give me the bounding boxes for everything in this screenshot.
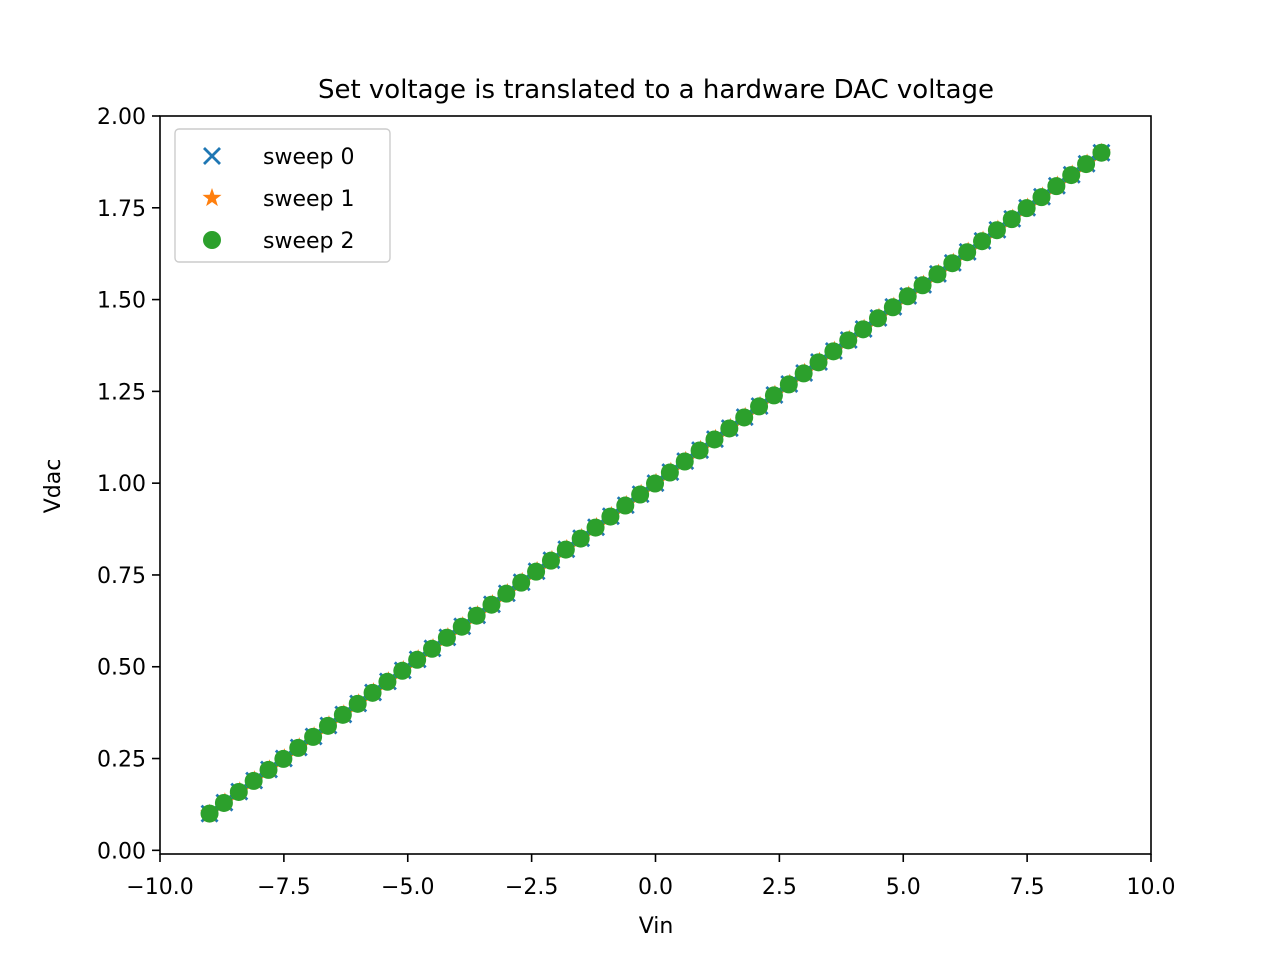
data-point [437, 628, 456, 647]
data-point [1017, 199, 1036, 218]
data-point [883, 298, 902, 317]
data-point [928, 265, 947, 284]
x-tick-label: −2.5 [505, 875, 558, 900]
data-point [854, 320, 873, 339]
x-tick-label: 7.5 [1010, 875, 1045, 900]
legend-box [174, 128, 391, 263]
y-tick-label: 2.00 [97, 105, 146, 130]
data-point [646, 474, 665, 493]
legend: sweep 0 sweep 1 sweep 2 [174, 128, 391, 263]
legend-item: sweep 2 [203, 229, 354, 254]
data-point [214, 793, 233, 812]
legend-label: sweep 2 [263, 229, 354, 254]
data-point [824, 342, 843, 361]
data-point [868, 309, 887, 328]
data-point [764, 386, 783, 405]
data-point [987, 221, 1006, 240]
x-tick-label: 10.0 [1127, 875, 1176, 900]
data-point [304, 727, 323, 746]
data-point [363, 683, 382, 702]
data-point [1062, 166, 1081, 185]
x-tick-label: −7.5 [257, 875, 310, 900]
data-point [378, 672, 397, 691]
x-tick-label: 5.0 [886, 875, 921, 900]
data-point [913, 276, 932, 295]
data-point [809, 353, 828, 372]
y-tick-label: 1.00 [97, 472, 146, 497]
data-point [958, 243, 977, 262]
data-point [779, 375, 798, 394]
data-point [452, 617, 471, 636]
y-tick-label: 0.00 [97, 839, 146, 864]
data-point [705, 430, 724, 449]
data-point [616, 496, 635, 515]
data-point [289, 738, 308, 757]
y-tick-label: 1.50 [97, 289, 146, 314]
data-point [467, 606, 486, 625]
data-point [512, 573, 531, 592]
y-tick-label: 0.50 [97, 656, 146, 681]
data-point [244, 771, 263, 790]
y-tick-label: 1.25 [97, 380, 146, 405]
data-point [1092, 143, 1111, 162]
data-point [259, 760, 278, 779]
y-tick-label: 0.75 [97, 564, 146, 589]
plot-area [200, 142, 1111, 823]
data-point [839, 331, 858, 350]
data-point [1032, 188, 1051, 207]
data-point [631, 485, 650, 504]
data-point [527, 562, 546, 581]
legend-label: sweep 1 [263, 187, 354, 212]
data-point [601, 507, 620, 526]
data-point [660, 463, 679, 482]
legend-marker [203, 231, 221, 249]
data-point [482, 595, 501, 614]
data-point [541, 551, 560, 570]
legend-item: sweep 0 [203, 145, 354, 170]
data-point [675, 452, 694, 471]
data-point [556, 540, 575, 559]
series-sweep-2 [200, 143, 1111, 823]
data-point [794, 364, 813, 383]
data-point [423, 639, 442, 658]
data-point [333, 705, 352, 724]
data-point [943, 254, 962, 273]
data-point [735, 408, 754, 427]
data-point [274, 749, 293, 768]
data-point [318, 716, 337, 735]
data-point [200, 804, 219, 823]
data-point [586, 518, 605, 537]
x-tick-label: −10.0 [126, 875, 193, 900]
x-axis: −10.0 −7.5 −5.0 −2.5 0.0 2.5 5.0 7.5 10.0 [126, 854, 1175, 900]
chart-title: Set voltage is translated to a hardware … [318, 75, 994, 105]
x-tick-label: −5.0 [381, 875, 434, 900]
data-point [690, 441, 709, 460]
x-tick-label: 2.5 [762, 875, 797, 900]
data-point [348, 694, 367, 713]
data-point [973, 232, 992, 251]
data-point [898, 287, 917, 306]
y-tick-label: 1.75 [97, 197, 146, 222]
x-tick-label: 0.0 [638, 875, 673, 900]
legend-label: sweep 0 [263, 145, 354, 170]
data-point [571, 529, 590, 548]
y-tick-label: 0.25 [97, 748, 146, 773]
data-point [408, 650, 427, 669]
x-axis-label: Vin [639, 914, 674, 939]
legend-marker [203, 147, 221, 165]
y-axis-label: Vdac [41, 459, 66, 514]
data-point [497, 584, 516, 603]
legend-item: sweep 1 [202, 187, 354, 212]
data-point [229, 782, 248, 801]
data-point [1002, 210, 1021, 229]
data-point [393, 661, 412, 680]
data-point [1047, 177, 1066, 196]
data-point [1077, 155, 1096, 174]
data-point [750, 397, 769, 416]
y-axis: 0.00 0.25 0.50 0.75 1.00 1.25 1.50 1.75 2.00 [97, 105, 160, 864]
legend-marker [202, 188, 222, 207]
data-point [720, 419, 739, 438]
